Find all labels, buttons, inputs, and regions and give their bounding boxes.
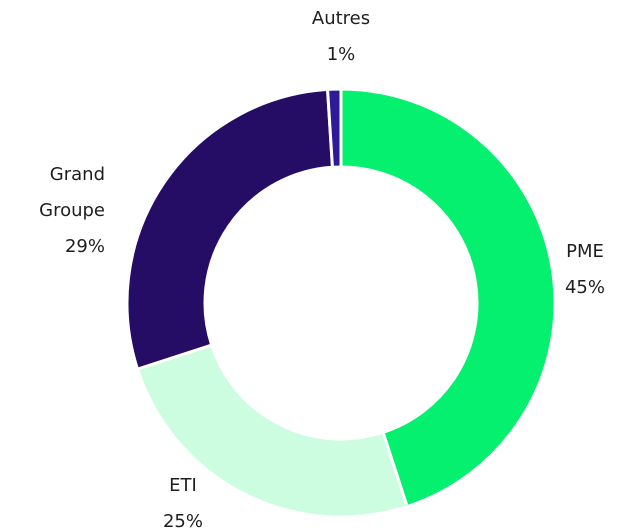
value-label: 45% [565,277,605,298]
category-label-line: Grand [50,164,105,185]
donut-segment [135,343,410,519]
category-label: Autres [312,8,370,29]
category-label-line: Groupe [39,200,105,221]
donut-segment [325,87,343,169]
donut-segment [125,87,335,372]
donut-segment [339,87,557,509]
category-label: Grand Groupe [39,164,105,221]
category-label: PME [566,241,604,262]
value-label: 1% [327,44,356,65]
category-label: ETI [169,475,197,496]
value-label: 25% [163,511,203,530]
value-label: 29% [65,236,105,257]
